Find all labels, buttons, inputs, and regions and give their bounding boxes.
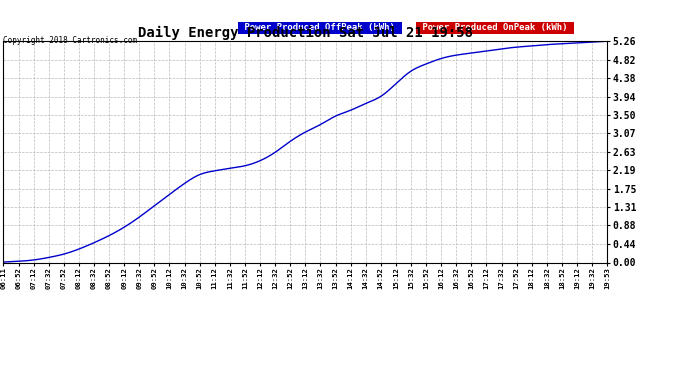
Title: Daily Energy Production Sat Jul 21 19:58: Daily Energy Production Sat Jul 21 19:58 [138,26,473,40]
Text: Power Produced OffPeak (kWh): Power Produced OffPeak (kWh) [239,23,400,32]
Text: Power Produced OnPeak (kWh): Power Produced OnPeak (kWh) [417,23,573,32]
Text: Copyright 2018 Cartronics.com: Copyright 2018 Cartronics.com [3,36,137,45]
